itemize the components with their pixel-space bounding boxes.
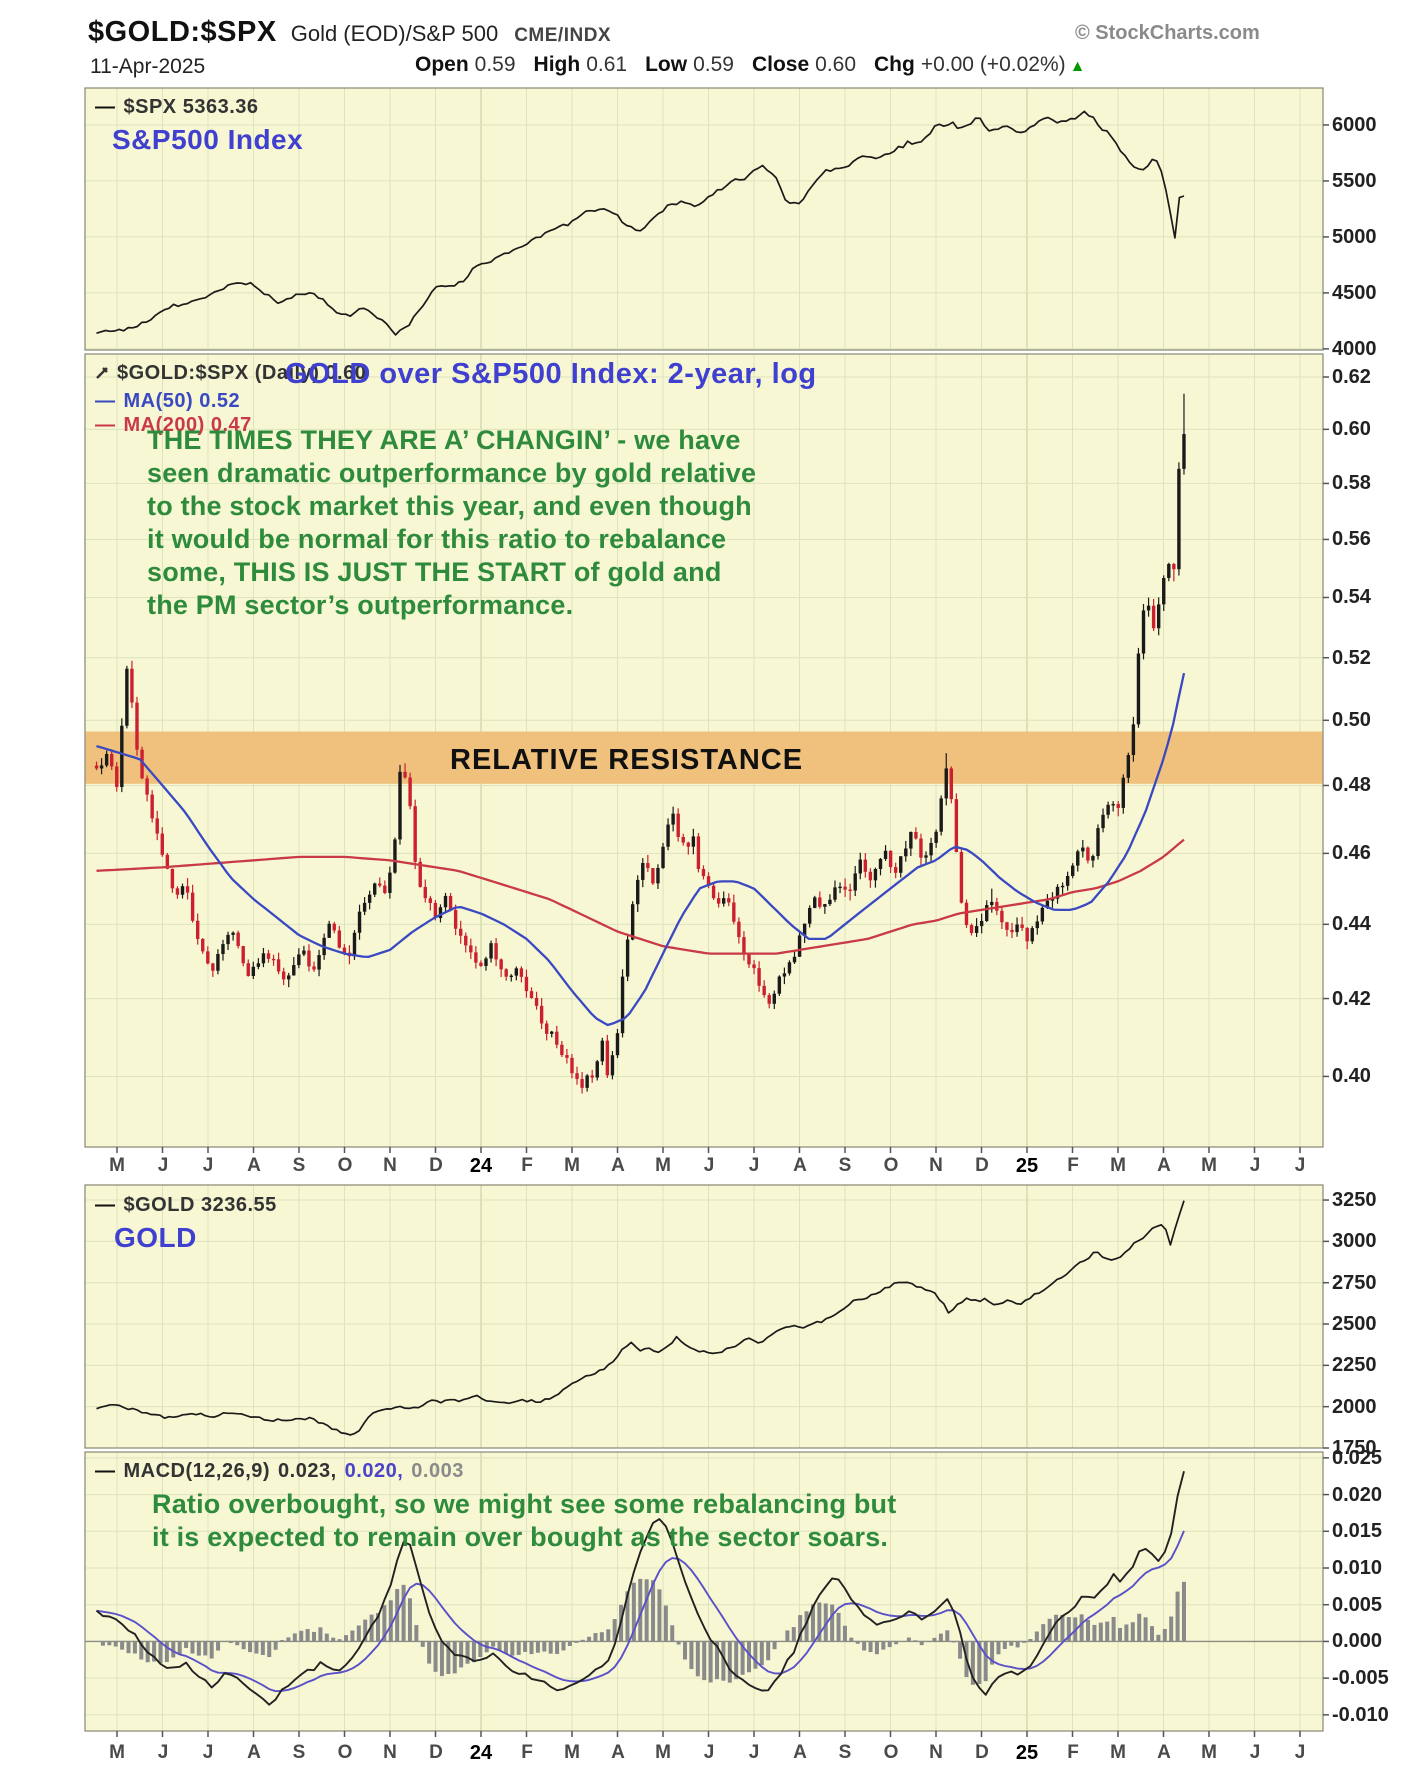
chart-canvas	[84, 87, 1329, 1737]
stockcharts-chart-page: $GOLD:$SPX Gold (EOD)/S&P 500 CME/INDX © S…	[84, 16, 1389, 1764]
